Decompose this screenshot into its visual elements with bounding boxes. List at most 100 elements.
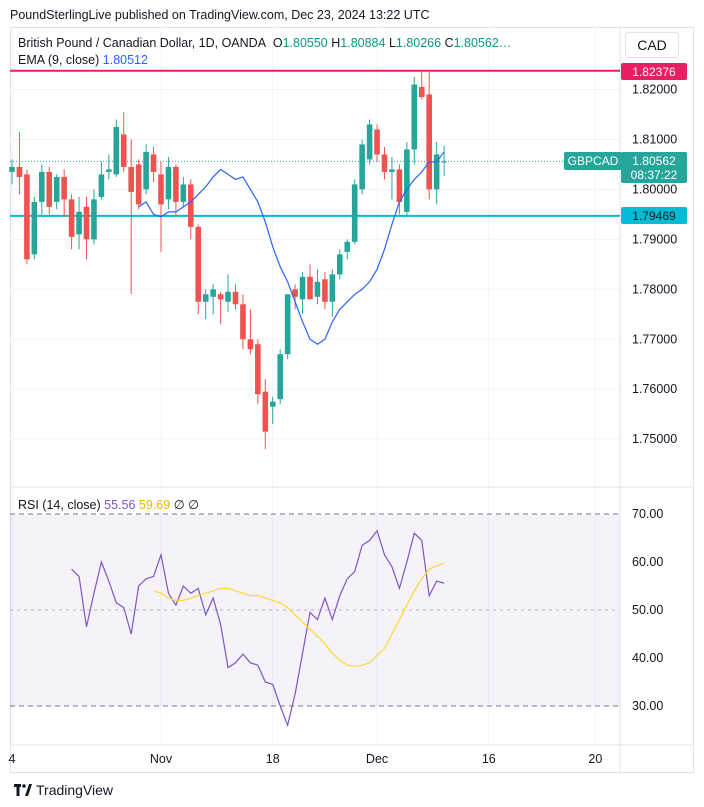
badge-symbol: GBPCAD [564, 152, 622, 170]
price-axis-ticks: 1.82000 1.81000 1.80000 1.79000 1.78000 1.770… [632, 83, 677, 447]
legend-low: 1.80266 [395, 36, 442, 50]
candle-body [83, 206, 90, 240]
candle-body [351, 184, 358, 242]
rsi-tick-label: 50.00 [632, 603, 663, 617]
candle-body [441, 161, 447, 163]
badge-high-text: 1.82376 [632, 65, 676, 79]
candle-body [329, 274, 336, 302]
candle-body [426, 94, 432, 190]
candle-body [262, 391, 269, 432]
candle-body [91, 199, 97, 240]
candle-body [284, 294, 291, 355]
time-tick-label: Nov [150, 752, 173, 766]
candle-body [411, 84, 418, 150]
candle-body [277, 354, 283, 400]
candle-body [225, 291, 231, 302]
candle-body [128, 166, 134, 192]
legend-ema-value: 1.80512 [102, 53, 148, 67]
legend-rsi-ma-value: 59.69 [138, 498, 171, 512]
badge-low-line: 1.79469 [621, 207, 687, 224]
legend-ema-label: EMA (9, close) [18, 53, 100, 67]
badge-symbol-text: GBPCAD [568, 154, 619, 168]
candle-body [53, 176, 60, 202]
rsi-tick-label: 70.00 [632, 507, 663, 521]
price-tick-label: 1.80000 [632, 182, 677, 196]
time-tick-label: 18 [266, 752, 280, 766]
candle-body [255, 344, 261, 395]
candle-body [210, 289, 216, 297]
candle-body [61, 176, 67, 200]
candle-body [46, 171, 53, 207]
candle-body [337, 254, 343, 275]
candle-body [39, 171, 45, 202]
candles [9, 70, 447, 450]
price-tick-label: 1.78000 [632, 282, 677, 296]
rsi-band-fill [10, 514, 620, 706]
badge-countdown-text: 08:37:22 [631, 168, 678, 182]
candle-body [299, 276, 306, 300]
legend-rsi: RSI (14, close) 55.56 59.69 ∅ ∅ [18, 497, 199, 512]
candle-body [150, 154, 157, 172]
price-tick-label: 1.82000 [632, 83, 677, 97]
badge-high-line: 1.82376 [621, 63, 687, 80]
price-tick-label: 1.75000 [632, 432, 677, 446]
candle-body [113, 126, 120, 175]
price-tick-label: 1.81000 [632, 132, 677, 146]
candle-body [322, 279, 328, 302]
legend-rsi-extra-1: ∅ [173, 498, 185, 512]
tradingview-logo-icon [14, 784, 32, 796]
time-tick-label: 4 [9, 752, 16, 766]
legend-rsi-value: 55.56 [104, 498, 136, 512]
footer-brand: TradingView [36, 782, 114, 798]
legend-rsi-label: RSI (14, close) [18, 498, 101, 512]
candle-body [307, 276, 313, 300]
candle-body [396, 169, 403, 202]
candle-body [433, 154, 440, 190]
legend-symbol: British Pound / Canadian Dollar, 1D, OAN… [18, 36, 266, 50]
candle-body [9, 166, 15, 172]
candle-body [31, 201, 38, 255]
horizontal-lines [10, 69, 620, 217]
candle-body [404, 149, 410, 212]
candle-body [232, 291, 239, 305]
candle-body [135, 164, 142, 205]
publisher-line: PoundSterlingLive published on TradingVi… [10, 8, 430, 22]
candle-body [120, 134, 127, 167]
time-axis-ticks: 4 Nov 18 Dec 16 20 [9, 752, 603, 766]
candle-body [188, 184, 194, 227]
price-tick-label: 1.76000 [632, 382, 677, 396]
legend-o-label: O [272, 36, 283, 50]
candle-body [173, 166, 179, 202]
ema-line [138, 151, 445, 345]
time-tick-label: 20 [588, 752, 602, 766]
badge-low-text: 1.79469 [632, 209, 676, 223]
price-tick-label: 1.77000 [632, 332, 677, 346]
legend-close: 1.80562… [453, 36, 512, 50]
legend-open: 1.80550 [282, 36, 328, 50]
candle-body [359, 144, 365, 190]
candle-body [374, 129, 380, 155]
grid [10, 27, 620, 745]
time-tick-label: Dec [366, 752, 388, 766]
candle-body [158, 174, 164, 205]
legend-main: British Pound / Canadian Dollar, 1D, OAN… [18, 36, 511, 50]
legend-c-label: C [444, 36, 454, 50]
rsi-tick-label: 30.00 [632, 699, 663, 713]
chart-frame [10, 27, 694, 773]
candle-body [344, 241, 351, 252]
rsi-axis-ticks: 70.00 60.00 50.00 40.00 30.00 [632, 507, 663, 713]
badge-last-price-text: 1.80562 [632, 154, 676, 168]
footer: TradingView [14, 782, 113, 798]
candle-body [314, 281, 321, 297]
candle-body [202, 294, 209, 302]
rsi-ma-line [153, 562, 445, 667]
candle-body [381, 154, 388, 172]
badge-last-price: 1.80562 08:37:22 [621, 152, 687, 183]
candle-body [247, 339, 254, 350]
currency-button[interactable]: CAD [625, 32, 679, 58]
rsi-tick-label: 40.00 [632, 651, 663, 665]
candle-body [16, 166, 23, 177]
candle-body [143, 151, 149, 190]
time-tick-label: 16 [482, 752, 496, 766]
